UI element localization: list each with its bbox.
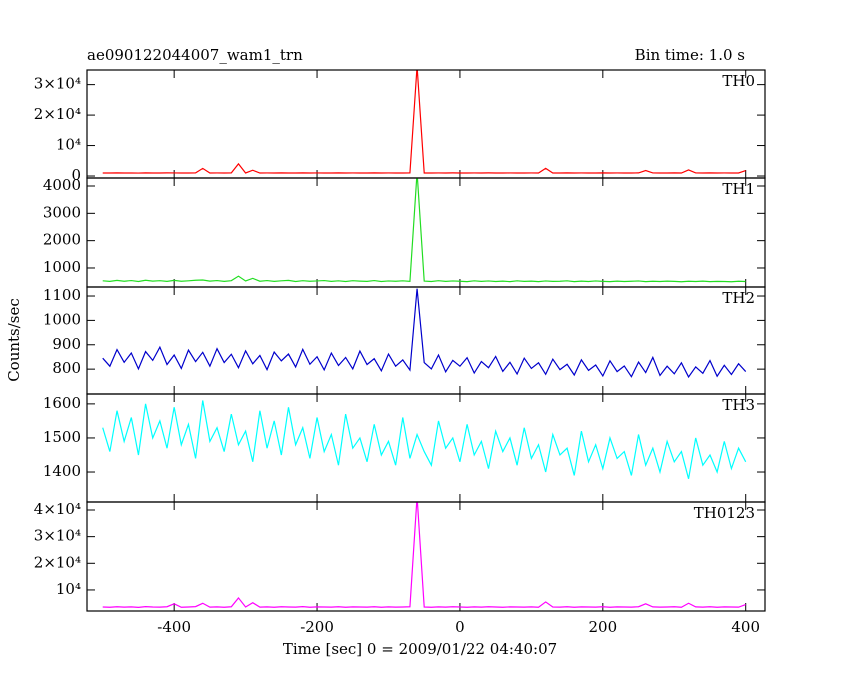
data-line [102,70,746,174]
x-tick-label: 200 [589,618,618,636]
panel-frame [86,393,766,503]
y-tick-label: 2000 [43,231,81,249]
data-line [102,178,746,283]
y-tick-label: 800 [52,359,81,377]
y-tick-label: 1000 [43,258,81,276]
y-tick-label: 1000 [43,310,81,328]
y-tick-label: 4×10⁴ [34,500,81,518]
y-tick-label: 3×10⁴ [34,75,81,93]
y-tick-label: 1600 [43,394,81,412]
panel-frame [86,69,766,179]
x-axis-label: Time [sec] 0 = 2009/01/22 04:40:07 [283,640,557,658]
y-tick-label: 2×10⁴ [34,105,81,123]
x-tick-label: 400 [731,618,760,636]
panel-label: TH3 [722,396,755,414]
y-tick-label: 2×10⁴ [34,553,81,571]
panel-label: TH0123 [694,504,755,522]
y-tick-label: 1500 [43,428,81,446]
data-line [102,288,747,379]
y-tick-label: 1100 [43,286,81,304]
y-tick-label: 10⁴ [56,136,81,154]
panel-frame [86,286,766,395]
x-tick-label: 0 [455,618,465,636]
y-tick-label: 4000 [43,176,81,194]
y-tick-label: 3×10⁴ [34,527,81,545]
panel-frame [86,177,766,288]
panel-frame [86,501,766,612]
chart-subtitle: Bin time: 1.0 s [635,46,745,64]
data-line [102,502,746,609]
y-tick-label: 900 [52,335,81,353]
chart-title: ae090122044007_wam1_trn [87,46,303,64]
y-tick-label: 10⁴ [56,580,81,598]
panel-label: TH1 [722,180,755,198]
x-tick-label: -400 [157,618,191,636]
panel-label: TH0 [722,72,755,90]
panel-label: TH2 [722,289,755,307]
y-axis-label: Counts/sec [5,298,23,382]
y-tick-label: 0 [71,166,81,184]
x-tick-label: -200 [300,618,334,636]
y-tick-label: 3000 [43,203,81,221]
data-line [102,400,747,479]
y-tick-label: 1400 [43,462,81,480]
